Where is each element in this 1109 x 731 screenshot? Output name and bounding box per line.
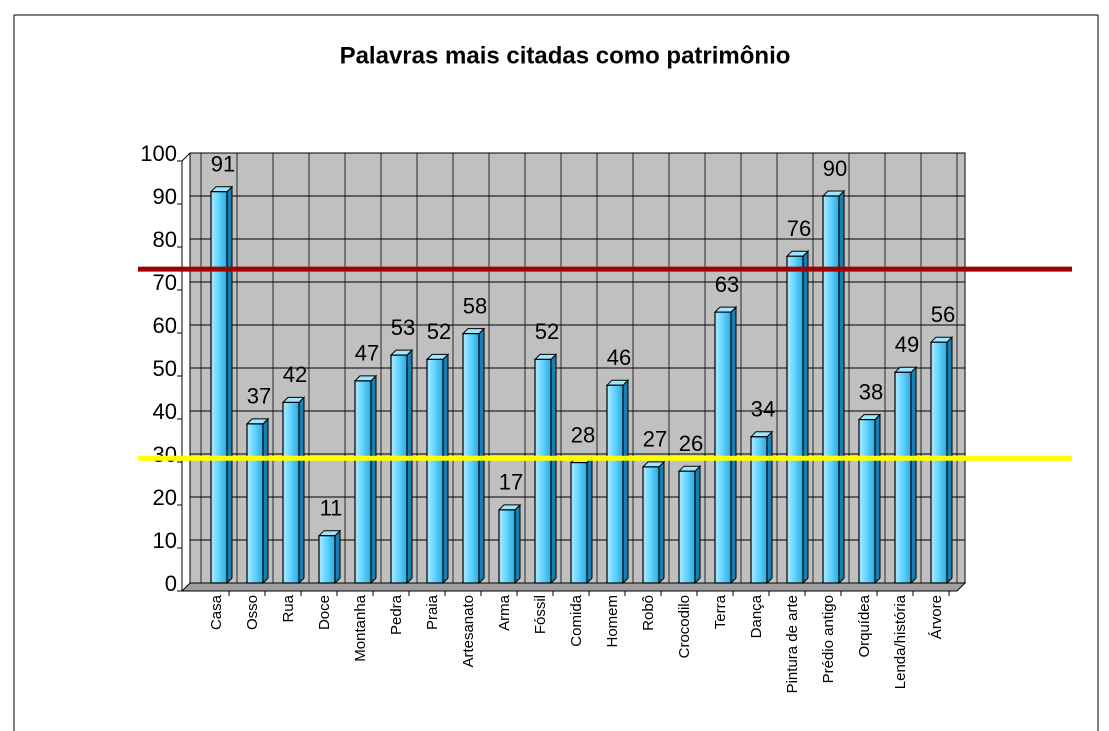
y-tick-label: 10 bbox=[153, 528, 177, 553]
bar bbox=[209, 185, 234, 585]
bar bbox=[605, 378, 630, 585]
value-label: 90 bbox=[823, 156, 847, 181]
y-tick-label: 0 bbox=[165, 571, 177, 596]
y-tick-label: 20 bbox=[153, 485, 177, 510]
x-tick-label: Árvore bbox=[928, 595, 945, 639]
bar bbox=[677, 464, 702, 585]
y-tick-label: 50 bbox=[153, 356, 177, 381]
bar bbox=[893, 366, 918, 585]
bar bbox=[713, 305, 738, 585]
bar bbox=[497, 503, 522, 585]
bar bbox=[281, 396, 306, 585]
value-label: 53 bbox=[391, 315, 415, 340]
bar bbox=[425, 353, 450, 585]
x-tick-label: Fóssil bbox=[532, 595, 549, 634]
value-label: 52 bbox=[427, 319, 451, 344]
x-tick-label: Praia bbox=[424, 594, 441, 630]
bar bbox=[317, 529, 342, 585]
y-tick-label: 30 bbox=[153, 442, 177, 467]
value-label: 17 bbox=[499, 470, 523, 495]
y-tick-label: 100 bbox=[140, 141, 177, 166]
x-tick-label: Osso bbox=[244, 595, 261, 630]
value-label: 27 bbox=[643, 427, 667, 452]
value-label: 58 bbox=[463, 293, 487, 318]
y-tick-label: 80 bbox=[153, 227, 177, 252]
x-tick-label: Lenda/história bbox=[892, 594, 909, 689]
bar bbox=[353, 374, 378, 585]
x-tick-label: Comida bbox=[568, 594, 585, 646]
bar bbox=[857, 413, 882, 585]
x-tick-label: Artesanato bbox=[460, 595, 477, 668]
value-label: 52 bbox=[535, 319, 559, 344]
value-label: 11 bbox=[320, 496, 343, 521]
x-tick-label: Pintura de arte bbox=[784, 595, 801, 693]
value-label: 91 bbox=[211, 152, 235, 177]
value-label: 38 bbox=[859, 379, 883, 404]
value-label: 34 bbox=[751, 397, 775, 422]
x-tick-label: Montanha bbox=[352, 594, 369, 661]
bar bbox=[821, 189, 846, 585]
x-tick-label: Robô bbox=[640, 595, 657, 631]
bar bbox=[569, 456, 594, 585]
bar bbox=[389, 348, 414, 585]
value-label: 37 bbox=[247, 384, 271, 409]
x-tick-label: Crocodilo bbox=[676, 595, 693, 658]
bar bbox=[245, 417, 270, 585]
y-tick-label: 70 bbox=[153, 270, 177, 295]
bar bbox=[749, 430, 774, 585]
x-tick-label: Dança bbox=[748, 594, 765, 638]
x-tick-label: Pedra bbox=[388, 594, 405, 635]
x-tick-label: Homem bbox=[604, 595, 621, 648]
x-tick-label: Casa bbox=[208, 594, 225, 630]
x-tick-label: Orquídea bbox=[856, 594, 873, 657]
x-tick-label: Prédio antigo bbox=[820, 595, 837, 683]
x-tick-label: Terra bbox=[712, 594, 729, 629]
x-tick-label: Rua bbox=[280, 594, 297, 622]
plot-floor bbox=[180, 582, 967, 592]
y-tick-label: 40 bbox=[153, 399, 177, 424]
value-label: 28 bbox=[571, 422, 595, 447]
y-tick-label: 90 bbox=[153, 184, 177, 209]
value-label: 63 bbox=[715, 272, 739, 297]
chart-title: Palavras mais citadas como patrimônio bbox=[340, 42, 791, 69]
value-label: 76 bbox=[787, 216, 811, 241]
y-axis-side bbox=[181, 152, 191, 162]
bar bbox=[785, 249, 810, 585]
value-label: 46 bbox=[607, 345, 631, 370]
bar bbox=[929, 335, 954, 585]
bar bbox=[641, 460, 666, 585]
value-label: 56 bbox=[931, 302, 955, 327]
bar bbox=[533, 353, 558, 585]
x-tick-label: Doce bbox=[316, 595, 333, 630]
y-tick-label: 60 bbox=[153, 313, 177, 338]
value-label: 26 bbox=[679, 431, 703, 456]
x-tick-label: Arma bbox=[496, 594, 513, 630]
value-label: 42 bbox=[283, 362, 307, 387]
value-label: 47 bbox=[355, 341, 379, 366]
value-label: 49 bbox=[895, 332, 919, 357]
